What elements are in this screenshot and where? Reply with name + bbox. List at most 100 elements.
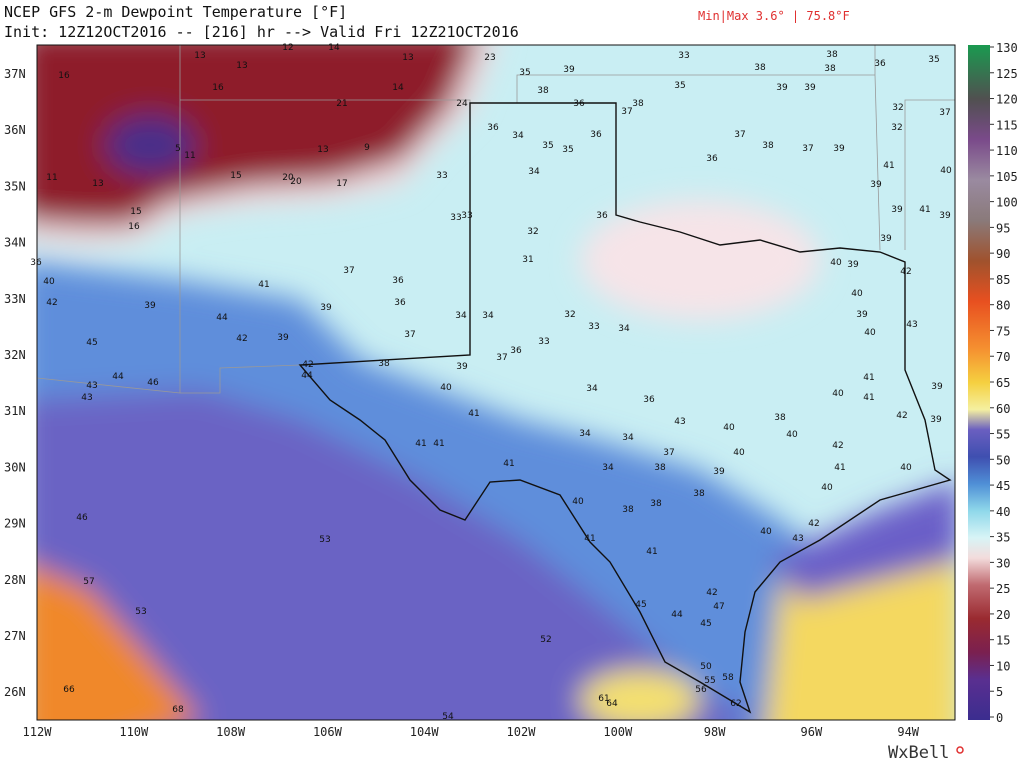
station-value: 41	[258, 280, 269, 290]
lat-label: 32N	[4, 348, 26, 362]
station-value: 40	[440, 383, 452, 393]
logo: WxBell	[888, 743, 949, 763]
station-value: 41	[863, 373, 874, 383]
colorbar-label: 90	[996, 247, 1010, 261]
colorbar-label: 40	[996, 505, 1010, 519]
station-value: 50	[700, 662, 712, 672]
station-value: 35	[519, 68, 530, 78]
station-value: 38	[826, 50, 838, 60]
station-value: 40	[851, 289, 863, 299]
station-value: 38	[537, 86, 549, 96]
station-value: 39	[856, 310, 868, 320]
lat-label: 31N	[4, 404, 26, 418]
colorbar-label: 0	[996, 711, 1003, 725]
station-value: 13	[402, 53, 413, 63]
station-value: 36	[392, 276, 404, 286]
station-value: 34	[586, 384, 598, 394]
colorbar-label: 5	[996, 685, 1003, 699]
station-value: 46	[147, 378, 159, 388]
station-value: 37	[621, 107, 632, 117]
station-value: 36	[573, 99, 585, 109]
colorbar-label: 60	[996, 402, 1010, 416]
colorbar-label: 10	[996, 659, 1010, 673]
lon-label: 106W	[313, 725, 343, 739]
station-value: 38	[650, 499, 662, 509]
lon-label: 104W	[410, 725, 440, 739]
station-value: 32	[891, 123, 902, 133]
colorbar-label: 45	[996, 479, 1010, 493]
station-value: 39	[880, 234, 892, 244]
station-value: 38	[754, 63, 766, 73]
lon-label: 100W	[603, 725, 633, 739]
lat-label: 36N	[4, 123, 26, 137]
lat-label: 28N	[4, 573, 26, 587]
station-value: 36	[487, 123, 499, 133]
station-value: 38	[378, 359, 390, 369]
min-max: Min|Max 3.6° | 75.8°F	[698, 9, 850, 23]
station-value: 41	[834, 463, 845, 473]
station-value: 34	[622, 433, 634, 443]
station-value: 37	[663, 448, 674, 458]
station-value: 39	[804, 83, 816, 93]
station-value: 43	[792, 534, 803, 544]
lon-label: 98W	[704, 725, 726, 739]
station-value: 35	[562, 145, 573, 155]
station-value: 43	[906, 320, 917, 330]
station-value: 24	[456, 99, 468, 109]
station-value: 38	[762, 141, 774, 151]
station-value: 34	[512, 131, 524, 141]
station-value: 38	[824, 64, 836, 74]
lon-label: 102W	[507, 725, 537, 739]
colorbar-label: 110	[996, 144, 1018, 158]
colorbar-label: 70	[996, 350, 1010, 364]
station-value: 40	[830, 258, 842, 268]
station-value: 11	[184, 151, 195, 161]
station-value: 45	[86, 338, 97, 348]
station-value: 34	[618, 324, 630, 334]
station-value: 37	[802, 144, 813, 154]
station-value: 13	[317, 145, 328, 155]
station-value: 16	[212, 83, 224, 93]
title: NCEP GFS 2-m Dewpoint Temperature [°F]	[4, 3, 347, 21]
station-value: 42	[896, 411, 907, 421]
station-value: 43	[86, 381, 97, 391]
station-value: 41	[415, 439, 426, 449]
station-value: 39	[713, 467, 725, 477]
station-value: 44	[216, 313, 228, 323]
colorbar-label: 20	[996, 608, 1010, 622]
colorbar-label: 30	[996, 556, 1010, 570]
station-value: 40	[940, 166, 952, 176]
station-value: 34	[528, 167, 540, 177]
station-value: 40	[43, 277, 55, 287]
station-value: 39	[939, 211, 951, 221]
station-value: 36	[30, 258, 42, 268]
station-value: 38	[632, 99, 644, 109]
station-value: 42	[832, 441, 843, 451]
station-value: 53	[135, 607, 146, 617]
station-value: 33	[588, 322, 599, 332]
station-value: 40	[572, 497, 584, 507]
station-value: 41	[919, 205, 930, 215]
station-value: 33	[538, 337, 549, 347]
station-value: 41	[883, 161, 894, 171]
station-value: 39	[847, 260, 859, 270]
station-value: 34	[579, 429, 591, 439]
station-value: 46	[76, 513, 88, 523]
colorbar-label: 130	[996, 41, 1018, 55]
station-value: 37	[404, 330, 415, 340]
colorbar-label: 100	[996, 196, 1018, 210]
colorbar-label: 25	[996, 582, 1010, 596]
station-value: 43	[674, 417, 685, 427]
station-value: 44	[671, 610, 683, 620]
colorbar-label: 85	[996, 273, 1010, 287]
station-value: 13	[194, 51, 205, 61]
station-value: 33	[436, 171, 447, 181]
station-value: 44	[301, 371, 313, 381]
station-value: 36	[590, 130, 602, 140]
station-value: 16	[128, 222, 140, 232]
map-field	[37, 45, 955, 720]
colorbar-label: 80	[996, 299, 1010, 313]
station-value: 17	[336, 179, 347, 189]
station-value: 39	[277, 333, 289, 343]
station-value: 40	[760, 527, 772, 537]
